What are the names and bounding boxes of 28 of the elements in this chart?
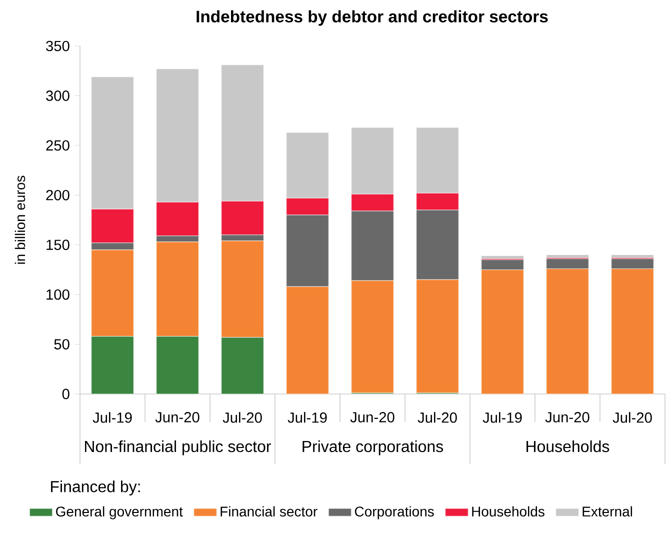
legend-label: General government (56, 506, 183, 520)
x-tick-label: Jul-19 (92, 412, 132, 423)
y-tick-label: 150 (46, 240, 70, 250)
x-tick-label: Jul-20 (612, 412, 652, 423)
legend-label: External (582, 506, 632, 517)
x-tick-label: Jul-19 (482, 412, 522, 423)
y-tick-label: 50 (54, 339, 70, 350)
x-tick-label: Jul-20 (418, 412, 457, 423)
legend-label: Households (472, 506, 544, 517)
x-tick-label: Jul-20 (222, 412, 262, 423)
y-tick-label: 0 (62, 388, 70, 400)
x-tick-label: Jun-20 (155, 412, 200, 422)
x-tick-label: Jun-20 (350, 412, 394, 422)
x-tick-label: Jun-20 (545, 412, 590, 422)
legend-title: Financed by: (51, 480, 140, 496)
text: Non-financial public sector (84, 440, 272, 456)
legend-label: Corporations (354, 506, 434, 520)
y-tick-label: 200 (46, 190, 70, 200)
y-tick-label: 100 (46, 289, 70, 300)
y-tick-label: 350 (46, 40, 70, 52)
text: Households (526, 440, 610, 452)
y-axis-title: in billion euros (14, 176, 26, 264)
chart-title: Indebtedness by debtor and creditor sectors (196, 10, 548, 26)
y-tick-label: 300 (46, 90, 70, 101)
y-tick-label: 250 (46, 140, 70, 151)
x-tick-label: Jul-19 (288, 412, 327, 423)
text: Private corporations (302, 440, 444, 456)
legend-label: Financial sector (220, 506, 318, 517)
